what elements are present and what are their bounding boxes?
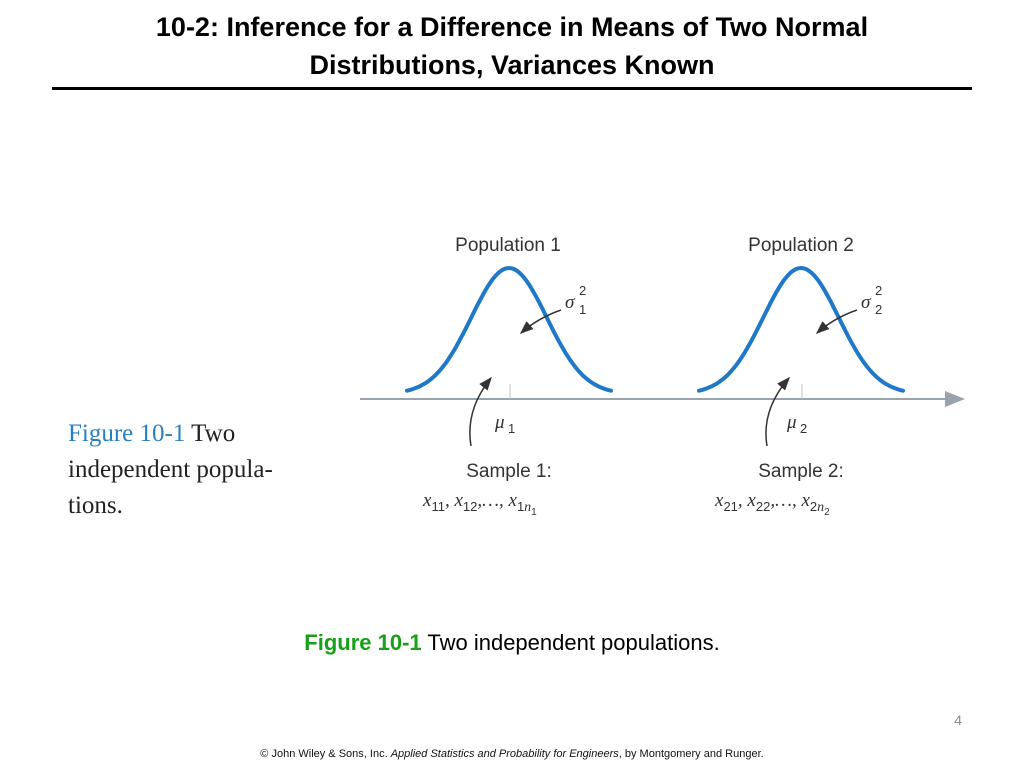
footer-suffix: , by Montgomery and Runger.	[618, 748, 764, 760]
slide-title: 10-2: Inference for a Difference in Mean…	[52, 8, 972, 84]
footer-book-title: Applied Statistics and Probability for E…	[390, 748, 619, 760]
caption-text: Two independent populations.	[421, 630, 720, 655]
figure-side-caption: Figure 10-1 Two independent popula- tion…	[68, 416, 328, 524]
figure-caption: Figure 10-1 Two independent populations.	[0, 630, 1024, 656]
slide-title-line-1: 10-2: Inference for a Difference in Mean…	[155, 12, 869, 42]
population-1-label: Population 1	[455, 235, 561, 256]
population-1-variance-arrow	[519, 309, 562, 334]
sample-1-label: Sample 1:	[466, 461, 552, 482]
population-2-label: Population 2	[748, 235, 854, 256]
population-2-normal-curve	[697, 265, 905, 393]
side-caption-text-1: Two	[185, 420, 236, 447]
population-2-variance-sub: 2	[875, 302, 882, 317]
title-underline	[52, 87, 972, 90]
population-2-variance-arrow	[815, 309, 858, 334]
caption-figure-label: Figure 10-1	[304, 630, 422, 655]
population-1-mean-arrow	[469, 376, 492, 447]
population-2-mean-sub: 2	[800, 421, 807, 436]
slide-title-line-2: Distributions, Variances Known	[309, 50, 715, 80]
sample-2-expression: x21, x22,…, x2n2	[714, 490, 830, 518]
population-1-mean: μ	[494, 412, 505, 433]
page-number: 4	[954, 712, 962, 728]
footer-prefix: © John Wiley & Sons, Inc.	[260, 748, 391, 760]
sample-2-label: Sample 2:	[758, 461, 844, 482]
copyright-footer: © John Wiley & Sons, Inc. Applied Statis…	[0, 748, 1024, 760]
side-caption-text-2: independent popula-	[68, 456, 273, 483]
sample-1-expression: x11, x12,…, x1n1	[422, 490, 537, 518]
population-2-variance: σ	[861, 292, 871, 313]
population-1-variance-sub: 1	[579, 302, 586, 317]
population-2-mean-arrow	[765, 376, 790, 447]
side-caption-text-3: tions.	[68, 492, 123, 519]
two-populations-diagram: Population 1 σ 2 1 μ 1 Sample 1: x11, x1…	[360, 235, 965, 518]
side-caption-figure-number: Figure 10-1	[68, 420, 186, 447]
population-2-variance-sup: 2	[875, 283, 882, 298]
population-2-sigma: σ	[861, 292, 871, 313]
population-1-variance-sup: 2	[579, 283, 586, 298]
population-2-mean: μ	[786, 412, 797, 433]
population-1-sigma: σ	[565, 292, 575, 313]
population-1-variance: σ	[565, 292, 575, 313]
population-1-mean-sub: 1	[508, 421, 515, 436]
population-1-normal-curve	[405, 265, 613, 393]
